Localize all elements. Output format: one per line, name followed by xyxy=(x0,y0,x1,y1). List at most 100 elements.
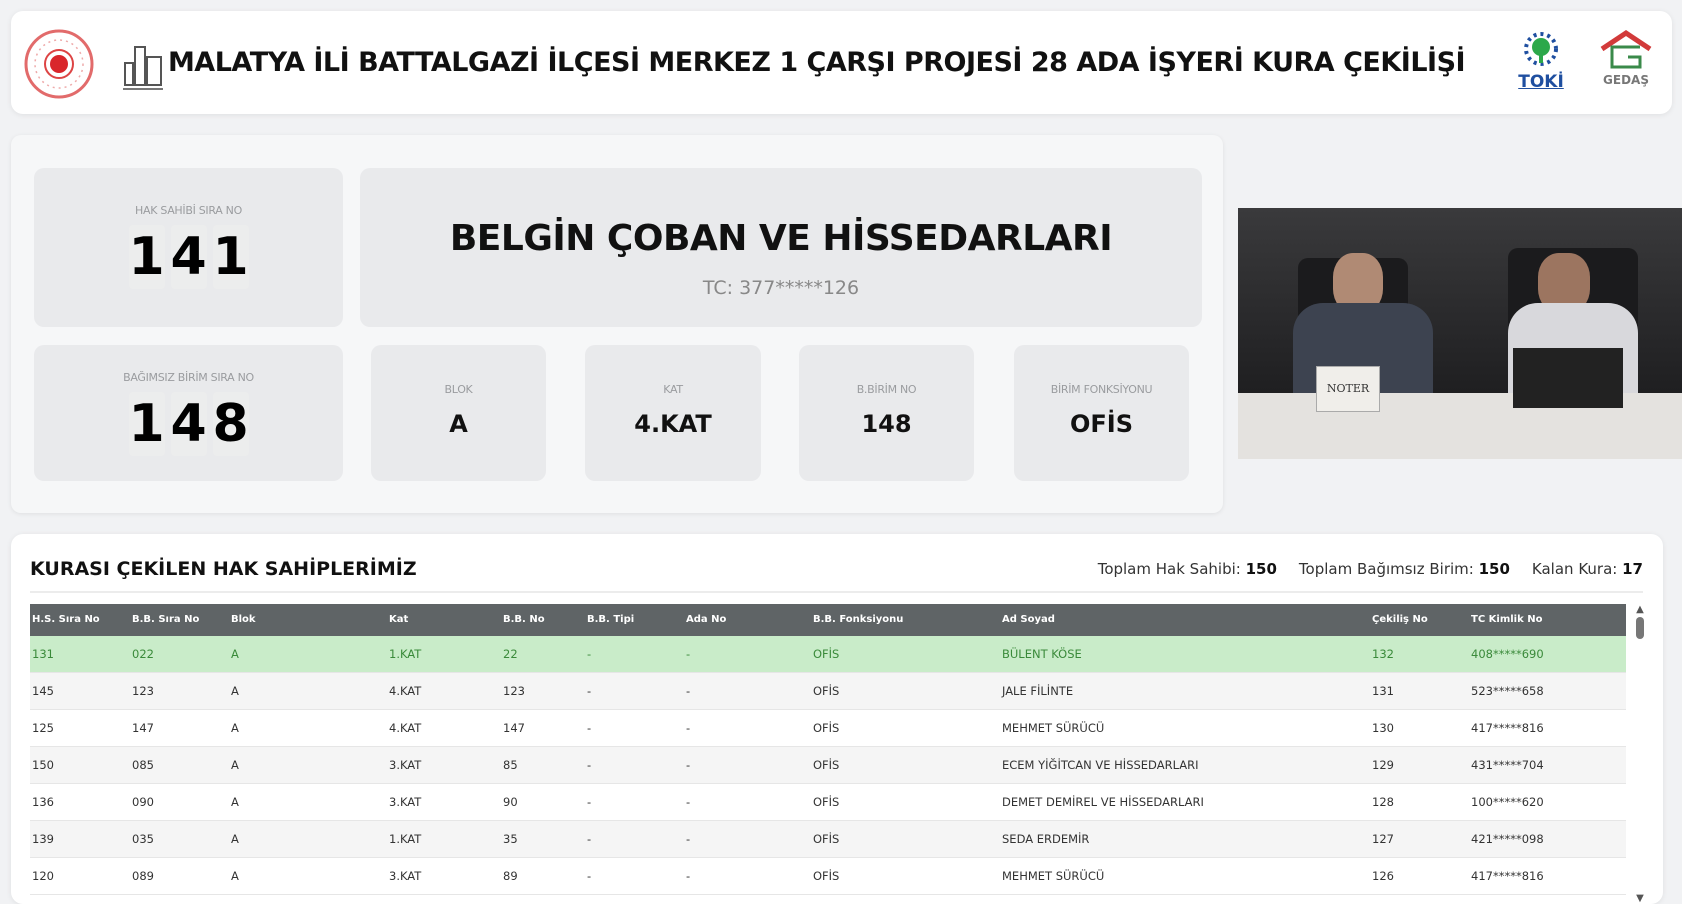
kalan-kura: Kalan Kura: 17 xyxy=(1531,560,1643,578)
table-cell: OFİS xyxy=(813,832,840,846)
hak-sahibi-sira-tile: HAK SAHİBİ SIRA NO 1 4 1 xyxy=(34,168,343,327)
table-cell: 120 xyxy=(32,869,54,883)
table-cell: - xyxy=(686,684,691,698)
table-cell: ECEM YİĞİTCAN VE HİSSEDARLARI xyxy=(1002,758,1199,772)
table-cell: - xyxy=(686,758,691,772)
detail-value: 148 xyxy=(861,410,912,438)
scroll-down-arrow-icon[interactable]: ▼ xyxy=(1636,893,1644,904)
digit: 8 xyxy=(212,392,249,456)
table-cell: 090 xyxy=(132,795,154,809)
scrollbar-thumb[interactable] xyxy=(1636,617,1644,639)
table-cell: OFİS xyxy=(813,869,840,883)
table-cell: - xyxy=(587,869,592,883)
table-cell: 3.KAT xyxy=(389,758,422,772)
birim-no-tile: B.BİRİM NO 148 xyxy=(799,345,974,481)
column-header: B.B. Fonksiyonu xyxy=(813,614,904,625)
column-header: Ada No xyxy=(686,614,727,625)
totals-summary: Toplam Hak Sahibi: 150 Toplam Bağımsız B… xyxy=(1098,560,1643,578)
page-title: MALATYA İLİ BATTALGAZİ İLÇESİ MERKEZ 1 Ç… xyxy=(167,47,1466,78)
detail-label: BİRİM FONKSİYONU xyxy=(1050,383,1153,396)
table-cell: 089 xyxy=(132,869,154,883)
table-row[interactable]: 125 147 A 4.KAT 147 - - OFİS MEHMET SÜRÜCÜ 130 417… xyxy=(30,710,1626,747)
detail-value: OFİS xyxy=(1069,410,1133,438)
table-cell: 147 xyxy=(503,721,525,735)
table-row[interactable]: 145 123 A 4.KAT 123 - - OFİS JALE FİLİNTE 131 523*… xyxy=(30,673,1626,710)
table-cell: 4.KAT xyxy=(389,721,422,735)
table-cell: 523*****658 xyxy=(1471,684,1544,698)
digit: 4 xyxy=(170,225,207,289)
digit: 1 xyxy=(128,392,165,456)
winner-tc: TC: 377*****126 xyxy=(702,277,860,299)
table-cell: 1.KAT xyxy=(389,647,422,661)
table-cell: 123 xyxy=(503,684,525,698)
table-cell: 35 xyxy=(503,832,518,846)
ministry-seal-logo xyxy=(24,29,94,99)
table-cell: JALE FİLİNTE xyxy=(1002,684,1074,698)
bb-sira-label: BAĞIMSIZ BİRİM SIRA NO xyxy=(123,371,254,384)
table-cell: - xyxy=(587,832,592,846)
table-cell: 408*****690 xyxy=(1471,647,1544,661)
noter-sign: NOTER xyxy=(1316,366,1380,412)
winner-name-tile: BELGİN ÇOBAN VE HİSSEDARLARI TC: 377****… xyxy=(360,168,1202,327)
table-row[interactable]: 150 085 A 3.KAT 85 - - OFİS ECEM YİĞİTCAN VE HİS… xyxy=(30,747,1626,784)
detail-label: B.BİRİM NO xyxy=(856,383,917,396)
column-header: Blok xyxy=(231,614,256,625)
divider xyxy=(30,591,1643,593)
table-cell: 421*****098 xyxy=(1471,832,1544,846)
scroll-up-arrow-icon[interactable]: ▲ xyxy=(1636,604,1644,615)
column-header: TC Kimlik No xyxy=(1471,614,1543,625)
hak-sahibi-label: HAK SAHİBİ SIRA NO xyxy=(135,204,242,217)
winner-name: BELGİN ÇOBAN VE HİSSEDARLARI xyxy=(449,218,1113,259)
table-cell: - xyxy=(587,721,592,735)
table-cell: 3.KAT xyxy=(389,869,422,883)
live-video-feed: NOTER xyxy=(1238,208,1682,459)
table-cell: A xyxy=(231,758,239,772)
column-header: B.B. Tipi xyxy=(587,614,635,625)
table-cell: 131 xyxy=(32,647,54,661)
table-cell: A xyxy=(231,832,239,846)
table-cell: 131 xyxy=(1372,684,1394,698)
table-cell: OFİS xyxy=(813,758,840,772)
table-cell: 136 xyxy=(32,795,54,809)
table-cell: - xyxy=(587,758,592,772)
table-cell: OFİS xyxy=(813,795,840,809)
table-cell: SEDA ERDEMİR xyxy=(1002,832,1090,846)
table-row[interactable]: 120 089 A 3.KAT 89 - - OFİS MEHMET SÜRÜCÜ 126 417*… xyxy=(30,858,1626,895)
toki-logo: TOKİ xyxy=(1516,29,1566,91)
table-header: H.S. Sıra No B.B. Sıra No Blok Kat B.B. No B.… xyxy=(30,604,1626,636)
table-row[interactable]: 136 090 A 3.KAT 90 - - OFİS DEMET DEMİREL VE HİS… xyxy=(30,784,1626,821)
table-cell: - xyxy=(686,647,691,661)
table-row[interactable]: 131 022 A 1.KAT 22 - - OFİS BÜLENT KÖSE 132 408***… xyxy=(30,636,1626,673)
table-cell: 150 xyxy=(32,758,54,772)
column-header: Çekiliş No xyxy=(1372,614,1428,625)
table-cell: 417*****816 xyxy=(1471,721,1544,735)
table-cell: 85 xyxy=(503,758,518,772)
blok-tile: BLOK A xyxy=(371,345,546,481)
table-cell: 125 xyxy=(32,721,54,735)
table-cell: 145 xyxy=(32,684,54,698)
table-cell: 417*****816 xyxy=(1471,869,1544,883)
table-cell: OFİS xyxy=(813,721,840,735)
table-cell: 035 xyxy=(132,832,154,846)
toki-logo-text: TOKİ xyxy=(1518,72,1564,92)
table-cell: 90 xyxy=(503,795,518,809)
column-header: B.B. No xyxy=(503,614,545,625)
table-cell: 123 xyxy=(132,684,154,698)
table-cell: 130 xyxy=(1372,721,1394,735)
table-cell: 022 xyxy=(132,647,154,661)
table-cell: 3.KAT xyxy=(389,795,422,809)
table-cell: BÜLENT KÖSE xyxy=(1002,647,1082,661)
table-cell: OFİS xyxy=(813,684,840,698)
digit: 1 xyxy=(128,225,165,289)
detail-label: BLOK xyxy=(444,383,473,396)
table-cell: - xyxy=(686,795,691,809)
table-row[interactable]: 139 035 A 1.KAT 35 - - OFİS SEDA ERDEMİR 127 421**… xyxy=(30,821,1626,858)
table-cell: 126 xyxy=(1372,869,1394,883)
column-header: B.B. Sıra No xyxy=(132,614,200,625)
table-cell: 4.KAT xyxy=(389,684,422,698)
buildings-logo xyxy=(123,46,163,90)
table-cell: 1.KAT xyxy=(389,832,422,846)
digit: 4 xyxy=(170,392,207,456)
table-cell: A xyxy=(231,647,239,661)
scrollbar[interactable]: ▲ ▼ xyxy=(1633,604,1647,904)
